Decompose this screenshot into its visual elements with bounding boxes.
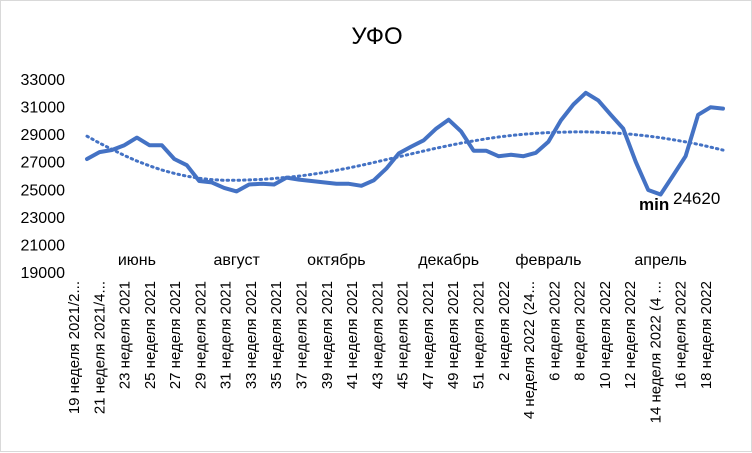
chart-title: УФО <box>351 23 402 50</box>
y-tick-label: 31000 <box>21 100 66 117</box>
x-tick-label: 21 неделя 2021/4... <box>91 281 108 414</box>
y-axis: 33000 31000 29000 27000 25000 23000 21000 19000 <box>21 72 66 282</box>
x-tick-label: 51 неделя 2021 <box>470 281 487 389</box>
x-tick-label: 2 неделя 2022 <box>496 281 513 381</box>
month-label: июнь <box>118 252 156 269</box>
plot-area <box>87 93 723 195</box>
x-tick-label: 12 неделя 2022 <box>622 281 639 389</box>
month-label: апрель <box>634 252 687 269</box>
x-tick-label: 31 неделя 2021 <box>218 281 235 389</box>
x-tick-label: 37 неделя 2021 <box>294 281 311 389</box>
x-tick-label: 39 неделя 2021 <box>319 281 336 389</box>
min-label: min <box>639 195 669 214</box>
y-tick-label: 27000 <box>21 155 66 172</box>
x-tick-label: 4 неделя 2022 (24... <box>521 281 538 419</box>
y-tick-label: 25000 <box>21 182 66 199</box>
month-labels: июнь август октябрь декабрь февраль апрель <box>118 252 687 269</box>
x-tick-label: 23 неделя 2021 <box>117 281 134 389</box>
month-label: октябрь <box>307 252 365 269</box>
x-tick-label: 43 неделя 2021 <box>369 281 386 389</box>
x-tick-label: 47 неделя 2021 <box>420 281 437 389</box>
x-axis: 19 неделя 2021/2... 21 неделя 2021/4... 23… <box>66 281 715 423</box>
y-tick-label: 23000 <box>21 210 66 227</box>
y-tick-label: 29000 <box>21 127 66 144</box>
x-tick-label: 29 неделя 2021 <box>192 281 209 389</box>
x-tick-label: 6 неделя 2022 <box>546 281 563 381</box>
x-tick-label: 10 неделя 2022 <box>597 281 614 389</box>
x-tick-label: 25 неделя 2021 <box>142 281 159 389</box>
x-tick-label: 16 неделя 2022 <box>673 281 690 389</box>
x-tick-label: 27 неделя 2021 <box>167 281 184 389</box>
x-tick-label: 14 неделя 2022 (4 ... <box>647 281 664 423</box>
x-tick-label: 33 неделя 2021 <box>243 281 260 389</box>
x-tick-label: 49 неделя 2021 <box>445 281 462 389</box>
month-label: август <box>213 252 260 269</box>
month-label: февраль <box>515 252 581 269</box>
min-value: 24620 <box>673 189 720 208</box>
y-tick-label: 33000 <box>21 72 66 89</box>
y-tick-label: 19000 <box>21 265 66 282</box>
series-line <box>87 93 723 195</box>
y-tick-label: 21000 <box>21 237 66 254</box>
x-tick-label: 35 неделя 2021 <box>268 281 285 389</box>
x-tick-label: 41 неделя 2021 <box>344 281 361 389</box>
month-label: декабрь <box>418 252 479 269</box>
x-tick-label: 19 неделя 2021/2... <box>66 281 83 414</box>
x-tick-label: 8 неделя 2022 <box>572 281 589 381</box>
x-tick-label: 45 неделя 2021 <box>395 281 412 389</box>
x-tick-label: 18 неделя 2022 <box>698 281 715 389</box>
